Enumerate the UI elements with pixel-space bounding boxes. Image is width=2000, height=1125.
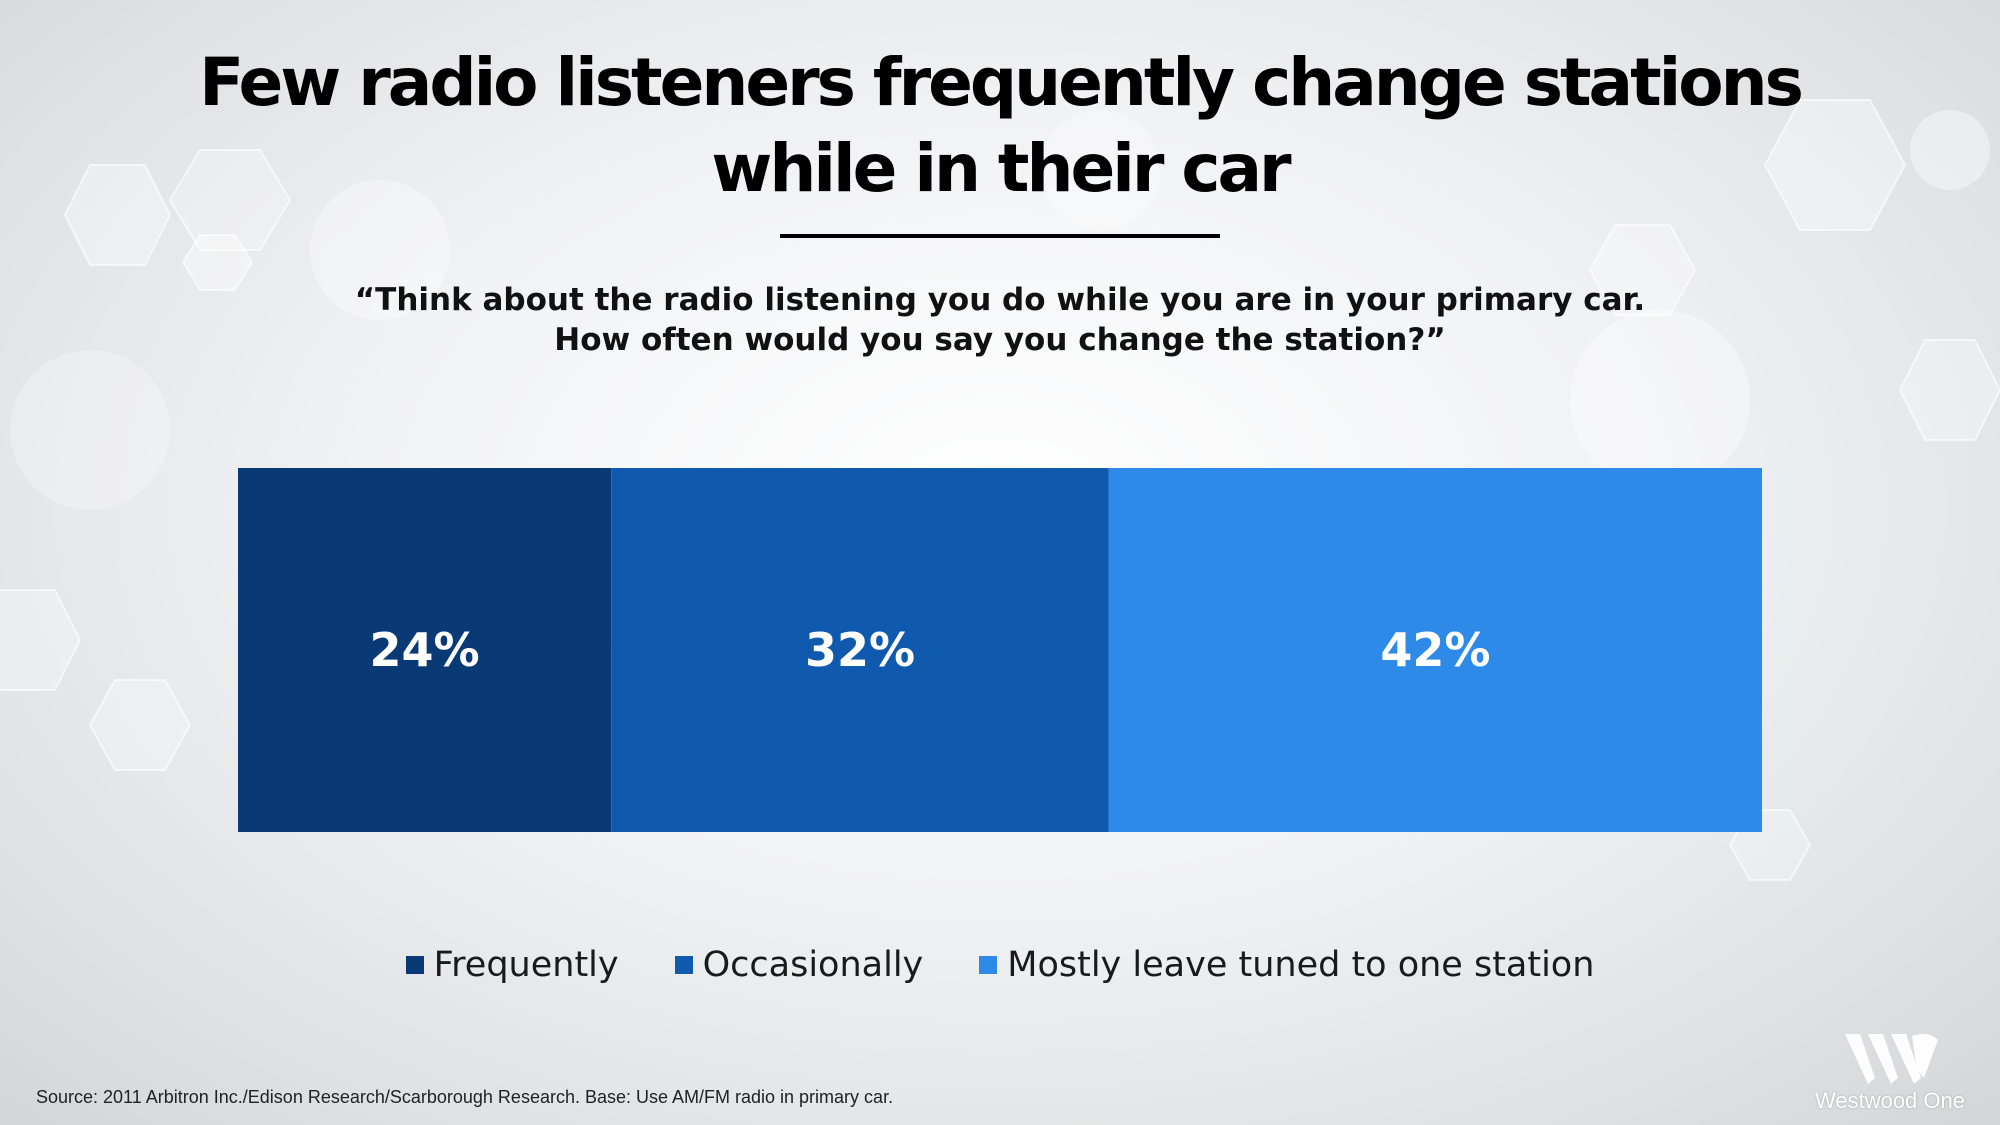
legend-item: Mostly leave tuned to one station <box>979 945 1594 985</box>
survey-question: “Think about the radio listening you do … <box>354 282 1646 358</box>
legend-label: Frequently <box>433 945 619 985</box>
legend-item: Occasionally <box>674 945 924 985</box>
legend-label: Occasionally <box>702 945 924 985</box>
source-note: Source: 2011 Arbitron Inc./Edison Resear… <box>36 1087 894 1107</box>
legend-item: Frequently <box>405 945 619 985</box>
legend-label: Mostly leave tuned to one station <box>1007 945 1595 985</box>
data-label-1: 32% <box>805 623 915 677</box>
chart-legend: Frequently Occasionally Mostly leave tuned… <box>0 945 2000 985</box>
bar-segment-frequently <box>238 468 612 832</box>
bar-segment-mostly-leave-tuned-to-one-station <box>1108 468 1762 832</box>
legend-swatch <box>979 956 998 974</box>
logo-wordmark: Westwood One <box>1814 1088 1965 1113</box>
legend-swatch <box>674 956 693 974</box>
westwood-one-logo <box>1845 1033 1938 1084</box>
legend-swatch <box>405 956 424 974</box>
page-title: Few radio listeners frequently change st… <box>199 44 1804 207</box>
data-label-0: 24% <box>370 623 480 677</box>
title-divider <box>780 234 1220 238</box>
data-label-2: 42% <box>1380 623 1490 677</box>
bar-segment-occasionally <box>611 468 1109 832</box>
